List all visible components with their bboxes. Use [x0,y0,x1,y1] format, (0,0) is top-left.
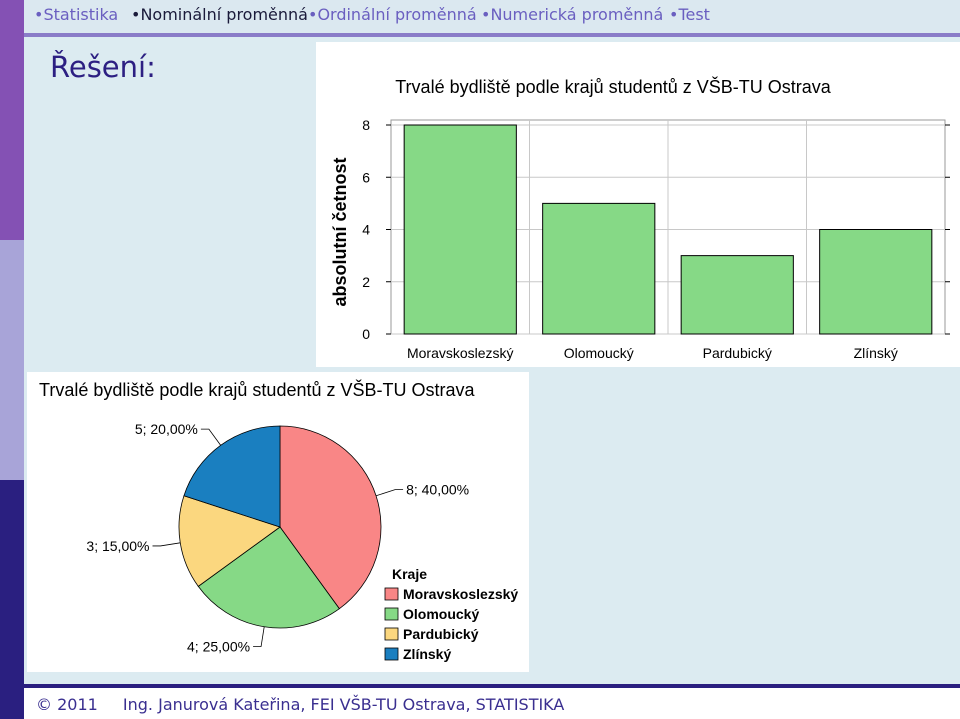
x-tick-label: Zlínský [854,345,898,361]
nav-item-statistika[interactable]: •Statistika [34,5,119,24]
legend-swatch [384,627,399,641]
x-tick-label: Moravskoslezský [407,345,514,361]
bar [542,202,656,335]
legend-swatch [384,587,399,601]
top-navigation: •Statistika •Nominální proměnná •Ordinál… [24,0,960,34]
legend-swatch [384,647,399,661]
left-accent-strip [0,0,24,719]
y-tick-label: 8 [362,117,370,133]
nav-item-ordinalni[interactable]: •Ordinální proměnná [308,5,477,24]
pie-chart-title: Trvalé bydliště podle krajů studentů z V… [39,379,476,400]
bar-chart-y-ticks: 0 2 4 6 8 [362,117,950,342]
bar [819,229,933,335]
pie-leader-line [375,489,404,497]
legend-title: Kraje [392,566,427,582]
footer-year: © 2011 [36,695,98,714]
nav-item-test[interactable]: •Test [669,5,710,24]
pie-chart-labels: 8; 40,00% 4; 25,00% 3; 15,00% 5; 20,00% [86,421,469,654]
bar-chart-x-ticks: Moravskoslezský Olomoucký Pardubický Zlínsk… [407,345,898,361]
bar-chart-title: Trvalé bydliště podle krajů studentů z V… [395,76,832,97]
pie-data-label: 5; 20,00% [135,421,198,437]
y-tick-label: 6 [362,169,370,185]
bar [403,124,517,335]
footer: © 2011 Ing. Janurová Kateřina, FEI VŠB-T… [36,695,564,714]
bar-chart-bars [403,124,933,335]
footer-author: Ing. Janurová Kateřina, FEI VŠB-TU Ostra… [122,695,565,714]
legend-item-label: Olomoucký [403,606,479,622]
footer-divider [24,684,960,688]
bar-chart: Trvalé bydliště podle krajů studentů z V… [330,76,950,361]
y-tick-label: 2 [362,274,370,290]
pie-chart: Trvalé bydliště podle krajů studentů z V… [39,379,518,662]
x-tick-label: Olomoucký [564,345,634,361]
accent-block-purple [0,0,24,240]
pie-leader-line [253,626,265,647]
legend-item-label: Pardubický [403,626,479,642]
bar-chart-y-axis-label: absolutní četnost [330,157,350,306]
pie-leader-line [200,428,221,446]
pie-slice [279,425,382,610]
accent-block-navy [0,480,24,719]
x-tick-label: Pardubický [703,345,772,361]
accent-block-lavender [0,240,24,480]
y-tick-label: 4 [362,222,370,238]
page-title: Řešení: [50,50,156,84]
bar-chart-panel: Trvalé bydliště podle krajů studentů z V… [316,42,960,367]
pie-data-label: 3; 15,00% [86,538,149,554]
pie-chart-legend: Kraje Moravskoslezský Olomoucký Pardubický… [384,566,518,662]
y-tick-label: 0 [362,326,370,342]
legend-swatch [384,607,399,621]
pie-data-label: 8; 40,00% [406,482,469,498]
nav-item-numericka[interactable]: •Numerická proměnná [481,5,664,24]
nav-item-nominalni[interactable]: •Nominální proměnná [131,5,308,24]
pie-chart-slices [178,425,382,629]
legend-item-label: Moravskoslezský [403,586,518,602]
nav-divider [24,33,960,37]
pie-chart-panel: Trvalé bydliště podle krajů studentů z V… [27,372,529,672]
pie-leader-line [152,542,181,547]
pie-data-label: 4; 25,00% [187,639,250,655]
pie-slice [197,526,340,629]
bar [680,255,794,335]
legend-item-label: Zlínský [403,646,451,662]
